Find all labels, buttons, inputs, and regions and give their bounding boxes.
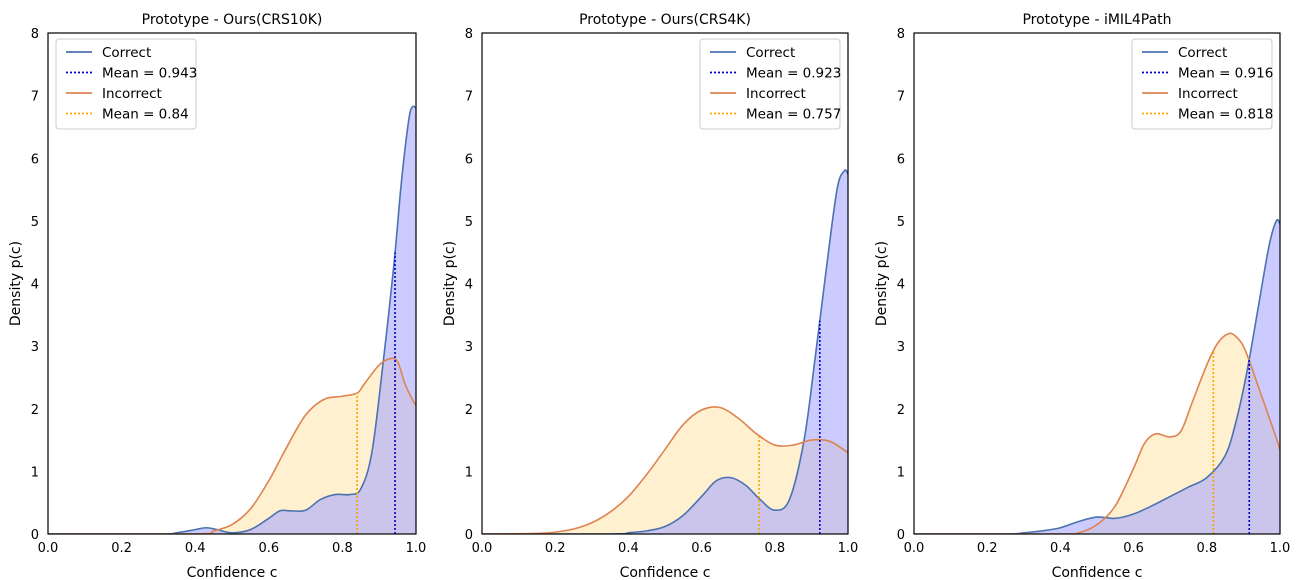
legend-entry: Correct: [1178, 45, 1227, 61]
plot-area: [482, 170, 848, 534]
x-tick-label: 1.0: [406, 541, 427, 556]
y-tick-label: 3: [897, 340, 905, 355]
legend-entry: Incorrect: [746, 86, 806, 102]
legend: Correct Mean = 0.943 Incorrect Mean = 0.84: [56, 39, 197, 129]
x-tick-label: 0.2: [977, 541, 998, 556]
x-tick-label: 0.4: [1050, 541, 1071, 556]
y-tick-label: 5: [465, 215, 473, 230]
chart-title: Prototype - Ours(CRS4K): [579, 12, 751, 28]
y-axis-label: Density p(c): [8, 241, 24, 326]
x-tick-label: 0.6: [691, 541, 712, 556]
legend-entry: Mean = 0.916: [1178, 66, 1273, 82]
x-tick-label: 0.2: [111, 541, 132, 556]
y-tick-label: 2: [31, 403, 39, 418]
legend: Correct Mean = 0.916 Incorrect Mean = 0.818: [1132, 39, 1273, 129]
x-tick-label: 0.0: [472, 541, 493, 556]
y-tick-label: 0: [897, 528, 905, 543]
y-tick-label: 1: [897, 465, 905, 480]
x-tick-label: 0.4: [618, 541, 639, 556]
y-axis-label: Density p(c): [442, 241, 458, 326]
legend-entry: Mean = 0.818: [1178, 107, 1273, 123]
chart-title: Prototype - iMIL4Path: [1022, 12, 1171, 28]
x-tick-label: 0.2: [545, 541, 566, 556]
legend-entry: Mean = 0.84: [102, 107, 189, 123]
legend-entry: Incorrect: [1178, 86, 1238, 102]
legend-entry: Incorrect: [102, 86, 162, 102]
x-axis-label: Confidence c: [1052, 565, 1143, 580]
x-tick-label: 0.6: [258, 541, 279, 556]
x-tick-label: 0.8: [764, 541, 785, 556]
y-tick-label: 1: [465, 465, 473, 480]
plot-area: [914, 220, 1280, 534]
plot-area: [48, 106, 416, 534]
y-tick-label: 6: [465, 152, 473, 167]
legend-entry: Mean = 0.923: [746, 66, 841, 82]
y-tick-label: 3: [465, 340, 473, 355]
y-tick-label: 0: [31, 528, 39, 543]
legend-entry: Mean = 0.943: [102, 66, 197, 82]
legend-entry: Correct: [102, 45, 151, 61]
y-tick-label: 4: [31, 278, 39, 293]
legend-entry: Correct: [746, 45, 795, 61]
y-tick-label: 3: [31, 340, 39, 355]
legend-entry: Mean = 0.757: [746, 107, 841, 123]
x-tick-label: 0.8: [332, 541, 353, 556]
x-tick-label: 0.8: [1196, 541, 1217, 556]
x-tick-label: 0.0: [38, 541, 59, 556]
y-tick-label: 2: [465, 403, 473, 418]
y-tick-label: 6: [31, 152, 39, 167]
y-axis-label: Density p(c): [874, 241, 890, 326]
x-tick-label: 0.6: [1123, 541, 1144, 556]
y-tick-label: 4: [465, 278, 473, 293]
chart-title: Prototype - Ours(CRS10K): [142, 12, 323, 28]
x-axis-label: Confidence c: [187, 565, 278, 580]
y-tick-label: 0: [465, 528, 473, 543]
y-tick-label: 6: [897, 152, 905, 167]
y-tick-label: 2: [897, 403, 905, 418]
y-tick-label: 7: [31, 90, 39, 105]
y-tick-label: 1: [31, 465, 39, 480]
legend: Correct Mean = 0.923 Incorrect Mean = 0.757: [700, 39, 841, 129]
y-tick-label: 8: [465, 27, 473, 42]
y-tick-label: 8: [897, 27, 905, 42]
x-tick-label: 0.0: [904, 541, 925, 556]
chart-panel-3: 0.0 0.2 0.4 0.6 0.8 1.0 0 1 2 3 4 5 6 7 8 Prototype - i…: [874, 12, 1290, 580]
y-tick-label: 4: [897, 278, 905, 293]
y-tick-label: 7: [897, 90, 905, 105]
y-tick-label: 8: [31, 27, 39, 42]
chart-panel-1: 0.0 0.2 0.4 0.6 0.8 1.0 0 1 2 3 4 5 6 7 8 Prototype - O…: [8, 12, 426, 580]
y-tick-label: 5: [897, 215, 905, 230]
chart-panel-2: 0.0 0.2 0.4 0.6 0.8 1.0 0 1 2 3 4 5 6 7 8 Prototype - O…: [442, 12, 858, 580]
x-tick-label: 0.4: [185, 541, 206, 556]
y-tick-label: 7: [465, 90, 473, 105]
y-tick-label: 5: [31, 215, 39, 230]
x-tick-label: 1.0: [838, 541, 859, 556]
x-axis-label: Confidence c: [620, 565, 711, 580]
x-tick-label: 1.0: [1270, 541, 1291, 556]
